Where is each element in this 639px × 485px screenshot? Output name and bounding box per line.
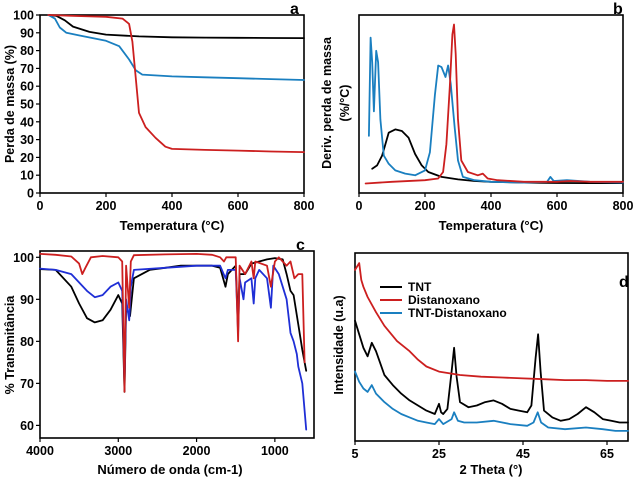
- legend-label-distanoxano: Distanoxano: [408, 293, 480, 307]
- panel-c-y-tick-label: 90: [20, 293, 34, 307]
- panel-a-line-series-3: [47, 14, 305, 153]
- panel-b-x-tick-label: 800: [613, 199, 634, 213]
- panel-a-series-group: [47, 14, 305, 153]
- panel-a-y-tick-label: 30: [20, 133, 34, 147]
- panel-b: 0 200 400 600 800 b Temperatura (°C) Deriv. …: [320, 1, 633, 233]
- panel-a-x-tick-label: 400: [162, 199, 183, 213]
- panel-d-line-tnt: [354, 319, 629, 424]
- panel-a: 0 10 20 30 40 50 60 70 80 90 100 0 200 400 600 800 a T…: [3, 1, 314, 233]
- panel-c-y-tick-label: 100: [13, 251, 34, 265]
- panel-d-label: d: [619, 274, 629, 291]
- panel-a-y-tick-label: 0: [27, 187, 34, 201]
- panel-d-x-ticks: 5 25 45 65: [352, 441, 614, 461]
- panel-a-line-series-1: [47, 14, 305, 39]
- panel-d-x-axis-label: 2 Theta (°): [460, 462, 523, 477]
- panel-c-x-ticks: 4000 3000 2000 1000: [26, 438, 289, 458]
- panel-c-x-tick-label: 4000: [26, 444, 54, 458]
- panel-a-y-tick-label: 90: [20, 26, 34, 40]
- panel-d-legend: TNT Distanoxano TNT-Distanoxano: [380, 280, 507, 320]
- panel-d-series-group: [354, 262, 629, 432]
- panel-b-x-tick-label: 200: [415, 199, 436, 213]
- panel-b-label: b: [613, 1, 623, 18]
- panel-c-x-tick-label: 2000: [183, 444, 211, 458]
- panel-d-x-tick-label: 45: [516, 447, 530, 461]
- panel-a-y-tick-label: 40: [20, 115, 34, 129]
- panel-c-series-group: [39, 253, 308, 431]
- panel-c: 60 70 80 90 100 4000 3000 2000 1000 c Número de…: [3, 237, 315, 477]
- panel-a-line-series-2: [47, 14, 305, 81]
- panel-d-x-tick-label: 25: [432, 447, 446, 461]
- panel-a-x-ticks: 0 200 400 600 800: [37, 193, 315, 213]
- panel-c-y-tick-label: 70: [20, 377, 34, 391]
- panel-b-plot-frame: [358, 14, 624, 194]
- panel-c-y-axis-label: % Transmitância: [3, 295, 17, 395]
- panel-d-x-tick-label: 5: [352, 447, 359, 461]
- panel-a-y-axis-label: Perda de massa (%): [3, 45, 17, 163]
- panel-c-line-series-3: [39, 253, 306, 393]
- panel-a-y-tick-label: 10: [20, 169, 34, 183]
- panel-b-x-tick-label: 0: [356, 199, 363, 213]
- panel-b-x-tick-label: 400: [481, 199, 502, 213]
- panel-a-label: a: [290, 1, 299, 18]
- panel-a-y-tick-label: 70: [20, 62, 34, 76]
- panel-d-y-axis-label: Intensidade (u.a): [332, 295, 346, 394]
- panel-b-y-axis-label-line2: (%/°C): [338, 85, 352, 122]
- panel-b-line-series-3: [364, 23, 624, 185]
- panel-a-y-ticks: 0 10 20 30 40 50 60 70 80 90 100: [13, 9, 40, 201]
- panel-a-y-tick-label: 50: [20, 98, 34, 112]
- panel-b-y-axis-label-line1: Deriv. perda de massa: [320, 36, 334, 169]
- panel-c-label: c: [296, 237, 305, 254]
- panel-a-x-tick-label: 800: [294, 199, 315, 213]
- panel-a-x-tick-label: 600: [228, 199, 249, 213]
- panel-a-plot-frame: [39, 14, 305, 194]
- panel-d-line-tnt-distanoxano: [354, 370, 629, 432]
- legend-label-tnt: TNT: [408, 280, 432, 294]
- panel-b-series-group: [364, 23, 624, 185]
- panel-c-plot-frame: [39, 250, 315, 439]
- legend-label-tnt-distanoxano: TNT-Distanoxano: [408, 306, 507, 320]
- panel-d-line-distanoxano: [354, 262, 629, 382]
- panel-a-y-tick-label: 60: [20, 80, 34, 94]
- panel-c-x-tick-label: 1000: [261, 444, 289, 458]
- panel-c-line-series-2: [39, 264, 308, 431]
- panel-a-y-tick-label: 80: [20, 44, 34, 58]
- panel-d-x-tick-label: 65: [600, 447, 614, 461]
- panel-c-x-axis-label: Número de onda (cm-1): [97, 462, 242, 477]
- panel-a-x-tick-label: 0: [37, 199, 44, 213]
- panel-d: 5 25 45 65 d 2 Theta (°) Intensidade (u.a) …: [332, 252, 629, 477]
- panel-b-x-tick-label: 600: [547, 199, 568, 213]
- panel-c-y-tick-label: 60: [20, 419, 34, 433]
- panel-b-line-series-2: [368, 36, 624, 184]
- panel-a-x-axis-label: Temperatura (°C): [120, 218, 225, 233]
- panel-b-x-ticks: 0 200 400 600 800: [356, 193, 634, 213]
- panel-a-y-tick-label: 20: [20, 151, 34, 165]
- panel-c-y-tick-label: 80: [20, 335, 34, 349]
- panel-a-y-tick-label: 100: [13, 9, 34, 23]
- panel-c-y-ticks: 60 70 80 90 100: [13, 251, 40, 433]
- panel-b-x-axis-label: Temperatura (°C): [439, 218, 544, 233]
- panel-a-x-tick-label: 200: [96, 199, 117, 213]
- panel-c-x-tick-label: 3000: [104, 444, 132, 458]
- panel-d-plot-frame: [354, 252, 629, 442]
